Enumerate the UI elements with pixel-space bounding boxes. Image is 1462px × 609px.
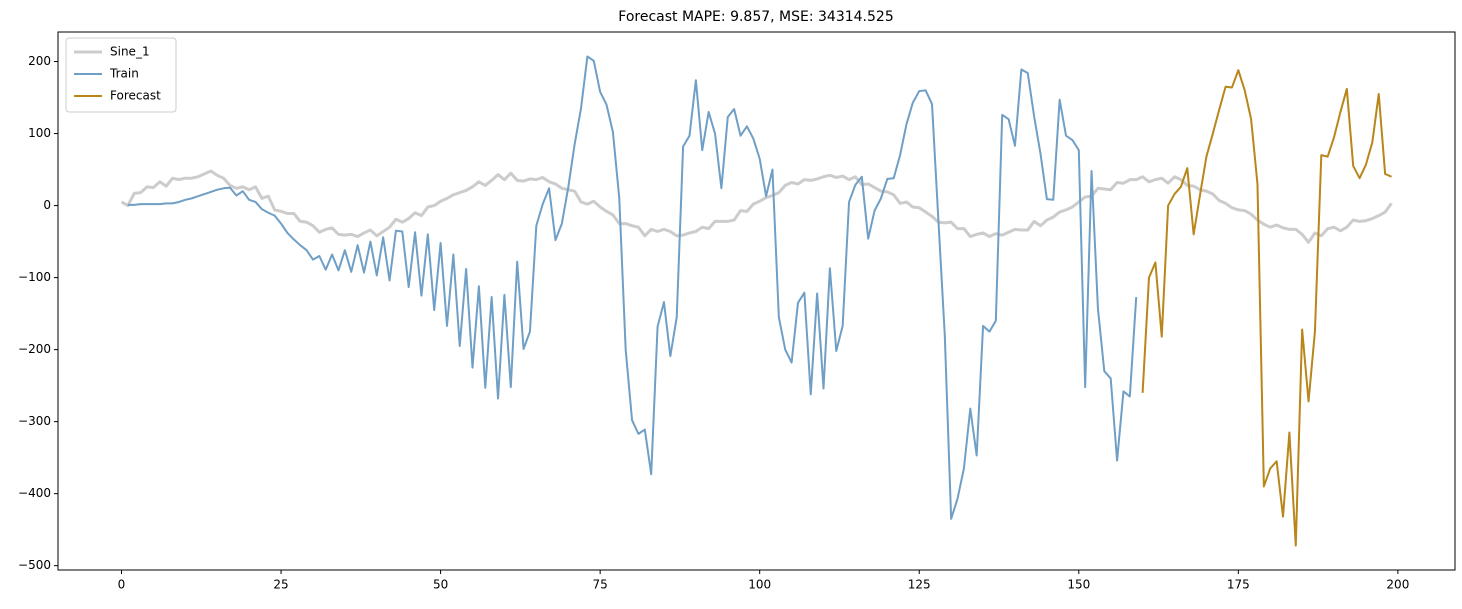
x-tick-label: 0 bbox=[118, 578, 126, 592]
y-tick-label: −400 bbox=[18, 486, 51, 500]
series-line bbox=[127, 55, 1138, 520]
y-tick-label: 100 bbox=[28, 126, 51, 140]
y-tick-label: −500 bbox=[18, 558, 51, 572]
y-tick-label: 200 bbox=[28, 54, 51, 68]
x-tick-label: 100 bbox=[748, 578, 771, 592]
y-tick-label: −100 bbox=[18, 270, 51, 284]
legend-label: Forecast bbox=[110, 89, 161, 103]
y-tick-label: −200 bbox=[18, 342, 51, 356]
legend-label: Train bbox=[109, 67, 139, 81]
chart-title: Forecast MAPE: 9.857, MSE: 34314.525 bbox=[618, 9, 893, 25]
x-tick-label: 150 bbox=[1067, 578, 1090, 592]
x-tick-label: 125 bbox=[908, 578, 931, 592]
legend-label: Sine_1 bbox=[110, 45, 150, 59]
series-line bbox=[1141, 69, 1392, 547]
legend-box bbox=[65, 37, 177, 113]
x-tick-label: 200 bbox=[1386, 578, 1409, 592]
y-tick-label: 0 bbox=[43, 198, 51, 212]
x-tick-label: 75 bbox=[593, 578, 608, 592]
x-tick-label: 25 bbox=[273, 578, 288, 592]
x-tick-label: 175 bbox=[1227, 578, 1250, 592]
x-tick-label: 50 bbox=[433, 578, 448, 592]
plot-frame bbox=[57, 31, 1456, 571]
series-line bbox=[120, 169, 1393, 244]
y-tick-label: −300 bbox=[18, 414, 51, 428]
